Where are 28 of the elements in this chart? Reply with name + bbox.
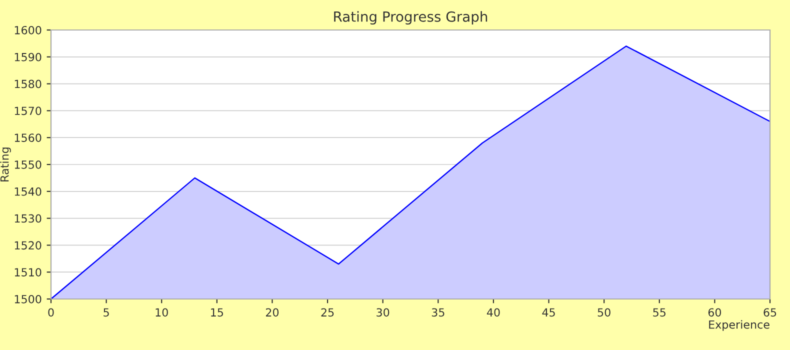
chart-title: Rating Progress Graph bbox=[334, 11, 488, 25]
x-tick-label: 30 bbox=[376, 308, 390, 317]
y-axis-title: Rating bbox=[0, 148, 11, 182]
y-tick-label: 1550 bbox=[14, 160, 42, 169]
x-tick-label: 45 bbox=[542, 308, 555, 317]
x-tick-label: 50 bbox=[598, 308, 610, 317]
x-tick-label: 40 bbox=[486, 308, 500, 317]
y-tick-label: 1580 bbox=[14, 80, 42, 88]
y-tick-label: 1570 bbox=[14, 106, 42, 116]
x-tick-label: 5 bbox=[104, 308, 109, 317]
y-tick-label: 1540 bbox=[14, 187, 42, 196]
x-axis-title: Experience bbox=[709, 320, 770, 331]
y-tick-label: 1500 bbox=[14, 294, 42, 304]
y-tick-label: 1530 bbox=[14, 214, 42, 223]
x-tick-label: 0 bbox=[48, 308, 54, 317]
y-tick-label: 1510 bbox=[14, 268, 42, 276]
x-tick-label: 65 bbox=[764, 308, 776, 317]
x-tick-label: 55 bbox=[653, 308, 666, 317]
y-tick-label: 1590 bbox=[14, 52, 42, 62]
y-tick-label: 1600 bbox=[14, 26, 42, 34]
x-tick-label: 20 bbox=[266, 308, 279, 317]
x-tick-label: 15 bbox=[211, 308, 224, 317]
y-tick-label: 1560 bbox=[14, 134, 42, 142]
y-tick-label: 1520 bbox=[14, 241, 42, 250]
x-tick-label: 35 bbox=[432, 308, 444, 317]
x-tick-label: 60 bbox=[708, 308, 722, 317]
x-tick-label: 25 bbox=[321, 308, 334, 317]
x-tick-label: 10 bbox=[156, 308, 168, 317]
